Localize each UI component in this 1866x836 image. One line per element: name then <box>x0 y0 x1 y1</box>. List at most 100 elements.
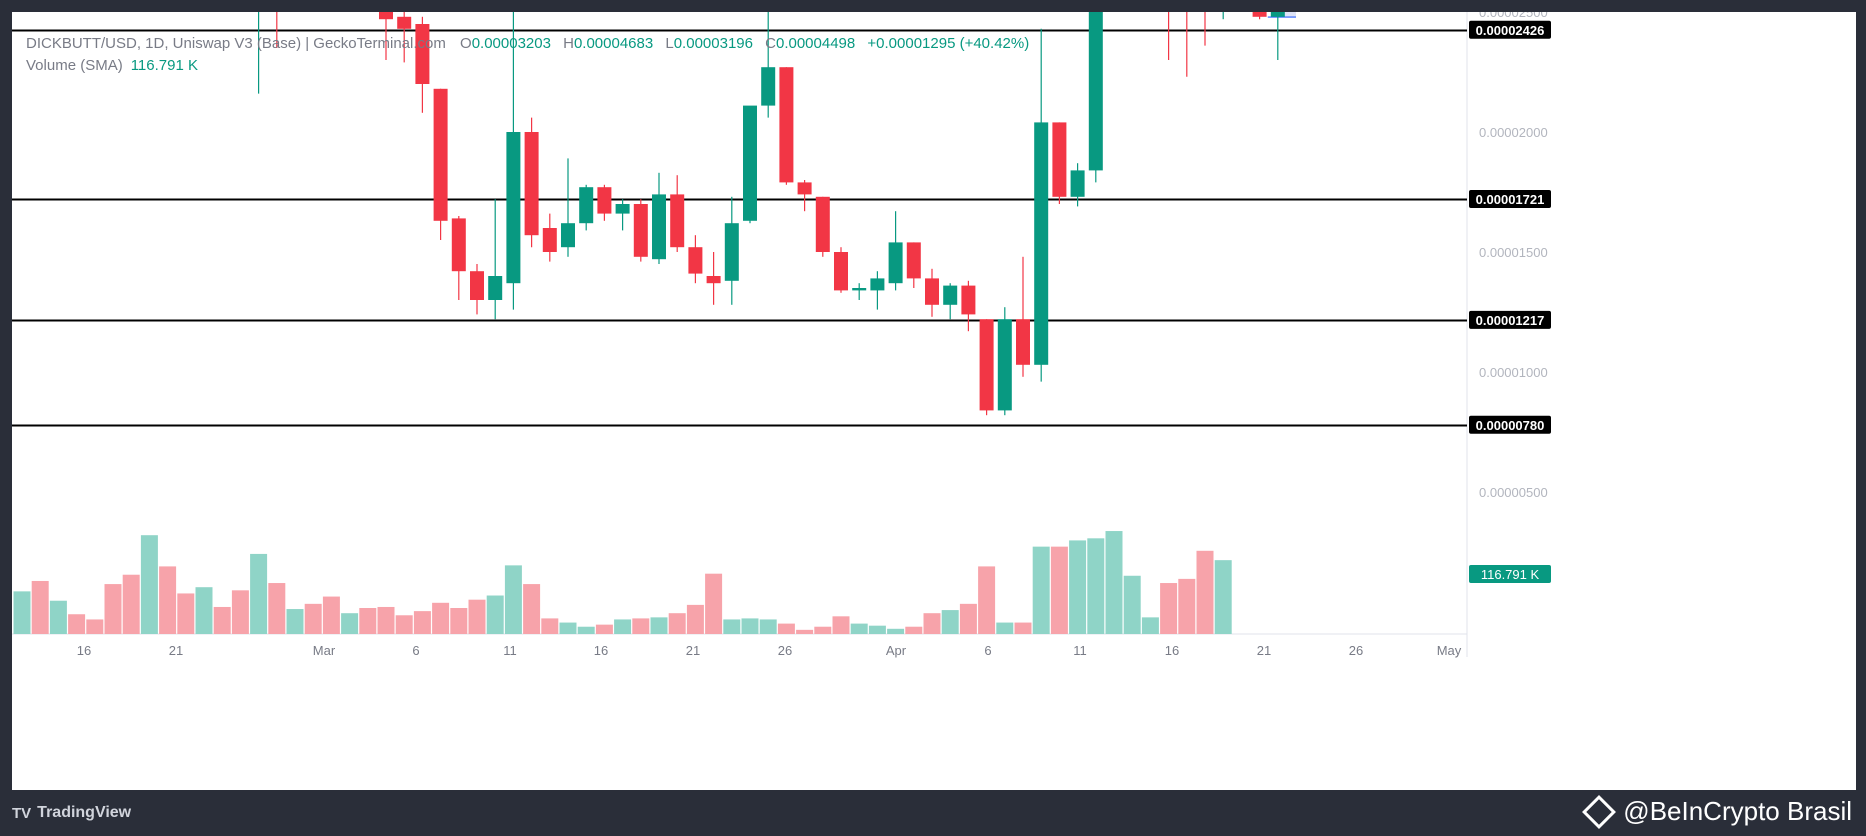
volume-bar <box>195 587 213 634</box>
volume-bar <box>1214 560 1232 634</box>
level-price-tag <box>1469 20 1551 39</box>
candle-body <box>925 278 939 305</box>
volume-bar <box>614 619 632 634</box>
beincrypto-logo-icon <box>1582 794 1617 829</box>
low-value: 0.00003196 <box>673 35 753 52</box>
volume-bar <box>377 606 395 634</box>
volume-bar <box>486 595 504 634</box>
candle-body <box>779 67 794 183</box>
x-tick-label: 21 <box>1257 643 1271 658</box>
volume-bar <box>68 614 86 634</box>
x-tick-label: Mar <box>313 643 336 658</box>
volume-bar <box>668 613 686 634</box>
candle-body <box>834 252 848 291</box>
candle-body <box>1034 122 1049 365</box>
volume-bar <box>122 574 140 634</box>
volume-indicator-value: 116.791 K <box>130 57 198 74</box>
tradingview-brand: TradingView <box>37 804 132 821</box>
candle-body <box>470 271 484 300</box>
x-tick-label: 16 <box>594 643 608 658</box>
candle-body <box>979 319 994 411</box>
volume-bar <box>850 623 868 634</box>
watermark-text: @BeInCrypto Brasil <box>1623 796 1852 826</box>
candle-body <box>488 276 503 300</box>
volume-bar <box>978 566 996 634</box>
candle-body <box>852 288 867 291</box>
volume-bar <box>359 608 377 634</box>
volume-bar <box>868 625 886 634</box>
volume-bar <box>1069 540 1087 634</box>
candle-body <box>379 12 393 20</box>
volume-bar <box>13 591 31 634</box>
volume-bar <box>322 596 340 634</box>
x-tick-label: 21 <box>169 643 183 658</box>
y-tick-label: 0.00000500 <box>1479 485 1548 500</box>
volume-bar <box>541 618 559 634</box>
candle-body <box>1270 12 1285 17</box>
close-value: 0.00004498 <box>775 35 856 52</box>
volume-bar <box>941 610 959 634</box>
volume-bar <box>996 622 1014 634</box>
volume-bar <box>177 593 195 634</box>
candle-body <box>561 223 575 248</box>
volume-bar <box>832 616 850 634</box>
volume-bar <box>723 619 741 634</box>
volume-bar <box>1032 546 1050 634</box>
x-tick-label: 11 <box>503 643 517 658</box>
volume-bar <box>1087 538 1105 634</box>
volume-bar <box>31 580 49 634</box>
candle-body <box>1088 12 1103 171</box>
volume-header: Volume (SMA) 116.791 K <box>26 57 198 74</box>
chart-area[interactable]: 0.00000500 0.00001000 0.00001500 0.00002000… <box>12 12 1856 790</box>
candle-body <box>1052 122 1067 197</box>
volume-bar <box>304 603 322 634</box>
volume-bar <box>250 553 268 634</box>
candle-body <box>688 247 703 274</box>
candle-body <box>961 285 976 315</box>
volume-bar <box>814 626 832 634</box>
volume-bar <box>268 583 286 634</box>
tradingview-icon: TV <box>12 804 32 822</box>
symbol-title: DICKBUTT/USD, 1D, Uniswap V3 (Base) | Ge… <box>26 35 446 52</box>
volume-indicator-label: Volume (SMA) <box>26 57 123 74</box>
candle-body <box>888 242 903 284</box>
volume-bar <box>1141 617 1159 634</box>
x-tick-label: 11 <box>1073 643 1087 658</box>
level-price-tag <box>1469 189 1551 208</box>
volume-bar <box>1123 575 1141 634</box>
volume-bar <box>777 623 795 634</box>
y-tick-label: 0.00002500 <box>1479 12 1548 20</box>
x-tick-label: Apr <box>886 643 907 658</box>
y-tick-label: 0.00001500 <box>1479 245 1548 260</box>
candlestick-chart[interactable]: 0.00000500 0.00001000 0.00001500 0.00002000… <box>12 12 1856 790</box>
level-price-label: 0.00002426 <box>1476 23 1545 38</box>
volume-bar <box>504 565 522 634</box>
x-tick-label: 21 <box>686 643 700 658</box>
x-tick-label: 6 <box>412 643 419 658</box>
candle-body <box>633 204 648 257</box>
volume-tag-label: 116.791 K <box>1481 567 1540 582</box>
high-value: 0.00004683 <box>573 35 654 52</box>
watermark: @BeInCrypto Brasil <box>1582 794 1852 829</box>
candle-body <box>1016 319 1030 365</box>
y-tick-label: 0.00002000 <box>1479 125 1548 140</box>
volume-bar <box>231 590 249 634</box>
volume-bar <box>523 584 541 634</box>
volume-bar <box>1178 578 1196 634</box>
tradingview-logo[interactable]: TV TradingView <box>12 804 131 822</box>
volume-bar <box>905 626 923 634</box>
open-label: O <box>460 35 472 52</box>
high-label: H <box>563 35 574 52</box>
open-value: 0.00003203 <box>471 35 551 52</box>
candle-body <box>1070 170 1085 197</box>
volume-bar <box>1160 583 1178 634</box>
candle-body <box>451 218 466 272</box>
volume-bar <box>595 624 613 634</box>
low-label: L <box>665 35 674 52</box>
volume-bar <box>140 535 158 634</box>
measure-area <box>1277 12 1296 18</box>
level-price-label: 0.00001217 <box>1476 313 1545 328</box>
x-tick-label: 16 <box>1165 643 1179 658</box>
volume-bar <box>559 622 577 634</box>
candle-body <box>670 194 685 248</box>
